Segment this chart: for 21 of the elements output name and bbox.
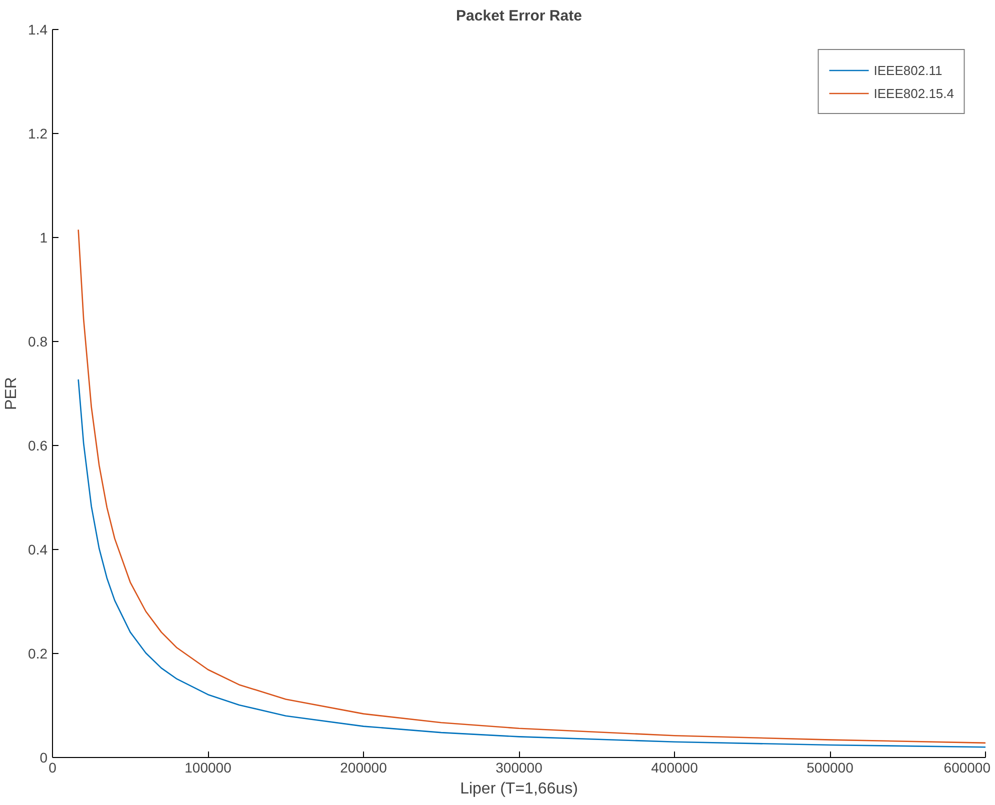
y-tick-label: 0.8 — [28, 334, 48, 350]
y-tick-label: 0.2 — [28, 646, 48, 662]
y-tick-label: 0.4 — [28, 542, 48, 558]
y-tick-label: 1 — [40, 230, 48, 246]
x-tick-label: 300000 — [496, 760, 543, 776]
y-tick-label: 0 — [40, 750, 48, 766]
x-tick-label: 500000 — [806, 760, 854, 776]
line-series — [78, 229, 986, 744]
y-tick-label: 1.4 — [28, 22, 48, 38]
y-axis-title: PER — [3, 377, 20, 410]
y-tick-label: 1.2 — [28, 126, 48, 142]
legend-label: IEEE802.11 — [874, 62, 942, 78]
x-tick-label: 600000 — [944, 760, 991, 776]
chart-title: Packet Error Rate — [456, 8, 582, 24]
line-series — [78, 378, 986, 748]
x-tick-label: 400000 — [651, 760, 698, 776]
legend-label: IEEE802.15.4 — [874, 86, 954, 100]
x-tick-label: 100000 — [184, 760, 232, 776]
x-tick-label: 200000 — [340, 760, 388, 776]
y-tick-label: 0.6 — [28, 438, 48, 454]
x-axis-title: Liper (T=1,66us) — [460, 780, 578, 798]
